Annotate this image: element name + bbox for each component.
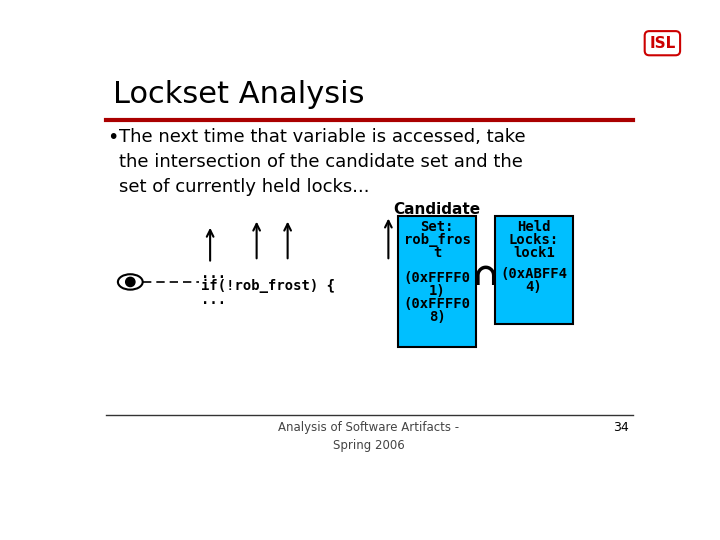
- FancyBboxPatch shape: [398, 215, 476, 347]
- Text: ...: ...: [201, 267, 226, 281]
- Text: Candidate: Candidate: [394, 202, 481, 217]
- Ellipse shape: [118, 274, 143, 289]
- Text: (0xFFFF0: (0xFFFF0: [404, 271, 471, 285]
- Text: (0xABFF4: (0xABFF4: [500, 267, 567, 281]
- Text: The next time that variable is accessed, take
the intersection of the candidate : The next time that variable is accessed,…: [120, 128, 526, 196]
- Text: t: t: [433, 246, 441, 260]
- Text: 4): 4): [526, 280, 542, 294]
- Text: Locks:: Locks:: [509, 233, 559, 247]
- Text: Held: Held: [518, 220, 551, 234]
- Text: rob_fros: rob_fros: [404, 233, 471, 247]
- Text: 8): 8): [429, 310, 446, 325]
- Text: Lockset Analysis: Lockset Analysis: [113, 80, 365, 109]
- Text: 34: 34: [613, 421, 629, 434]
- Text: ...: ...: [201, 294, 226, 307]
- Text: lock1: lock1: [513, 246, 555, 260]
- Text: 1): 1): [429, 284, 446, 298]
- Text: Analysis of Software Artifacts -
Spring 2006: Analysis of Software Artifacts - Spring …: [279, 421, 459, 451]
- Text: (0xFFFF0: (0xFFFF0: [404, 298, 471, 312]
- Text: if(!rob_frost) {: if(!rob_frost) {: [201, 279, 335, 293]
- Text: ISL: ISL: [649, 36, 675, 51]
- Text: •: •: [107, 128, 118, 147]
- Circle shape: [126, 278, 135, 287]
- FancyBboxPatch shape: [495, 215, 573, 323]
- Text: ∩: ∩: [473, 261, 499, 292]
- Text: Set:: Set:: [420, 220, 454, 234]
